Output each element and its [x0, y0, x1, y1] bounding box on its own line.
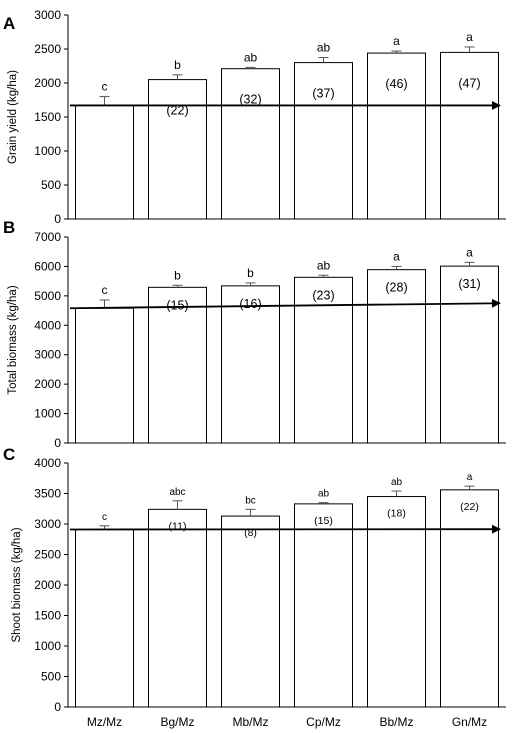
significance-letter: c: [102, 512, 107, 523]
percent-increase-label: (15): [314, 515, 333, 527]
significance-letter: ab: [244, 50, 258, 64]
bar-bb-mz: [367, 269, 426, 444]
bar-bg-mz: [148, 286, 207, 444]
bar-bg-mz: [148, 79, 207, 220]
x-tick-label: Cp/Mz: [306, 715, 341, 729]
y-tick-label: 0: [54, 436, 61, 450]
y-tick-label: 3000: [34, 348, 61, 362]
significance-letter: ab: [391, 477, 403, 488]
percent-increase-label: (28): [385, 281, 407, 295]
y-tick-label: 2500: [34, 42, 61, 56]
significance-letter: ab: [318, 489, 330, 500]
bar-bb-mz: [367, 52, 426, 220]
percent-increase-label: (47): [458, 76, 480, 90]
bar-bg-mz: [148, 508, 207, 708]
bar-mb-mz: [221, 68, 280, 220]
bar-mb-mz: [221, 285, 280, 444]
bar-cp-mz: [294, 62, 353, 220]
y-tick-label: 500: [41, 178, 61, 192]
chart-panel-b: B 0 1000 2000 3000 4000 5000 6000 7000 Total biom…: [3, 218, 506, 450]
significance-letter: ab: [317, 258, 331, 272]
y-axis-label: Shoot biomass (kg/ha): [11, 527, 23, 642]
significance-letter: b: [247, 266, 254, 280]
significance-letter: b: [174, 58, 181, 72]
significance-letter: abc: [169, 487, 185, 498]
y-tick-label: 1000: [34, 639, 61, 653]
bar-mz-mz: [75, 307, 134, 444]
percent-increase-label: (18): [387, 508, 406, 520]
percent-increase-label: (16): [239, 297, 261, 311]
y-tick-label: 4000: [34, 318, 61, 332]
percent-increase-label: (31): [458, 277, 480, 291]
significance-letter: a: [466, 30, 473, 44]
percent-increase-label: (46): [385, 77, 407, 91]
y-tick-label: 7000: [34, 230, 61, 244]
percent-increase-label: (23): [312, 288, 334, 302]
y-tick-label: 3000: [34, 517, 61, 531]
bar-bb-mz: [367, 496, 426, 708]
significance-letter: a: [393, 249, 400, 263]
y-tick-label: 1000: [34, 144, 61, 158]
y-tick-label: 1500: [34, 609, 61, 623]
x-tick-label: Mz/Mz: [87, 715, 122, 729]
chart-panel-c: C 0 500 1000 1500 2000 2500 3000 3500 4000 Shoot b…: [3, 445, 506, 729]
bar-gn-mz: [440, 51, 499, 220]
bar-mb-mz: [221, 515, 280, 708]
trend-arrow: [69, 298, 501, 310]
percent-increase-label: (37): [312, 87, 334, 101]
x-tick-label: Bg/Mz: [160, 715, 194, 729]
panel-label: C: [3, 445, 15, 464]
y-tick-label: 3500: [34, 487, 61, 501]
y-tick-label: 6000: [34, 259, 61, 273]
y-tick-label: 2500: [34, 548, 61, 562]
y-tick-label: 5000: [34, 289, 61, 303]
percent-increase-label: (22): [460, 501, 479, 513]
y-tick-label: 2000: [34, 578, 61, 592]
chart-panel-a: A 0 500 1000 1500 2000 2500 3000 Grain yield (kg…: [3, 8, 506, 226]
y-tick-label: 3000: [34, 8, 61, 22]
significance-letter: c: [102, 80, 108, 94]
significance-letter: a: [466, 245, 473, 259]
panel-label: B: [3, 218, 15, 237]
significance-letter: b: [174, 268, 181, 282]
panel-label: A: [3, 14, 15, 33]
y-tick-label: 4000: [34, 456, 61, 470]
y-axis-label: Total biomass (kg/ha): [7, 285, 19, 394]
x-tick-label: Mb/Mz: [233, 715, 269, 729]
percent-increase-label: (32): [239, 93, 261, 107]
significance-letter: bc: [245, 495, 256, 506]
significance-letter: c: [102, 283, 108, 297]
percent-increase-label: (15): [166, 298, 188, 312]
bar-gn-mz: [440, 265, 499, 444]
percent-increase-label: (11): [169, 520, 187, 532]
bar-cp-mz: [294, 503, 353, 708]
percent-increase-label: (22): [166, 104, 188, 118]
significance-letter: ab: [317, 41, 331, 55]
y-axis-label: Grain yield (kg/ha): [7, 70, 19, 164]
significance-letter: a: [467, 472, 473, 483]
y-tick-label: 2000: [34, 76, 61, 90]
y-tick-label: 1000: [34, 407, 61, 421]
y-tick-label: 0: [54, 212, 61, 226]
bar-mz-mz: [75, 528, 134, 708]
x-tick-label: Bb/Mz: [379, 715, 413, 729]
y-tick-label: 0: [54, 700, 61, 714]
y-tick-label: 2000: [34, 377, 61, 391]
y-tick-label: 500: [41, 670, 61, 684]
x-tick-label: Gn/Mz: [452, 715, 487, 729]
bar-gn-mz: [440, 489, 499, 708]
significance-letter: a: [393, 34, 400, 48]
bar-mz-mz: [75, 104, 134, 220]
y-tick-label: 1500: [34, 110, 61, 124]
